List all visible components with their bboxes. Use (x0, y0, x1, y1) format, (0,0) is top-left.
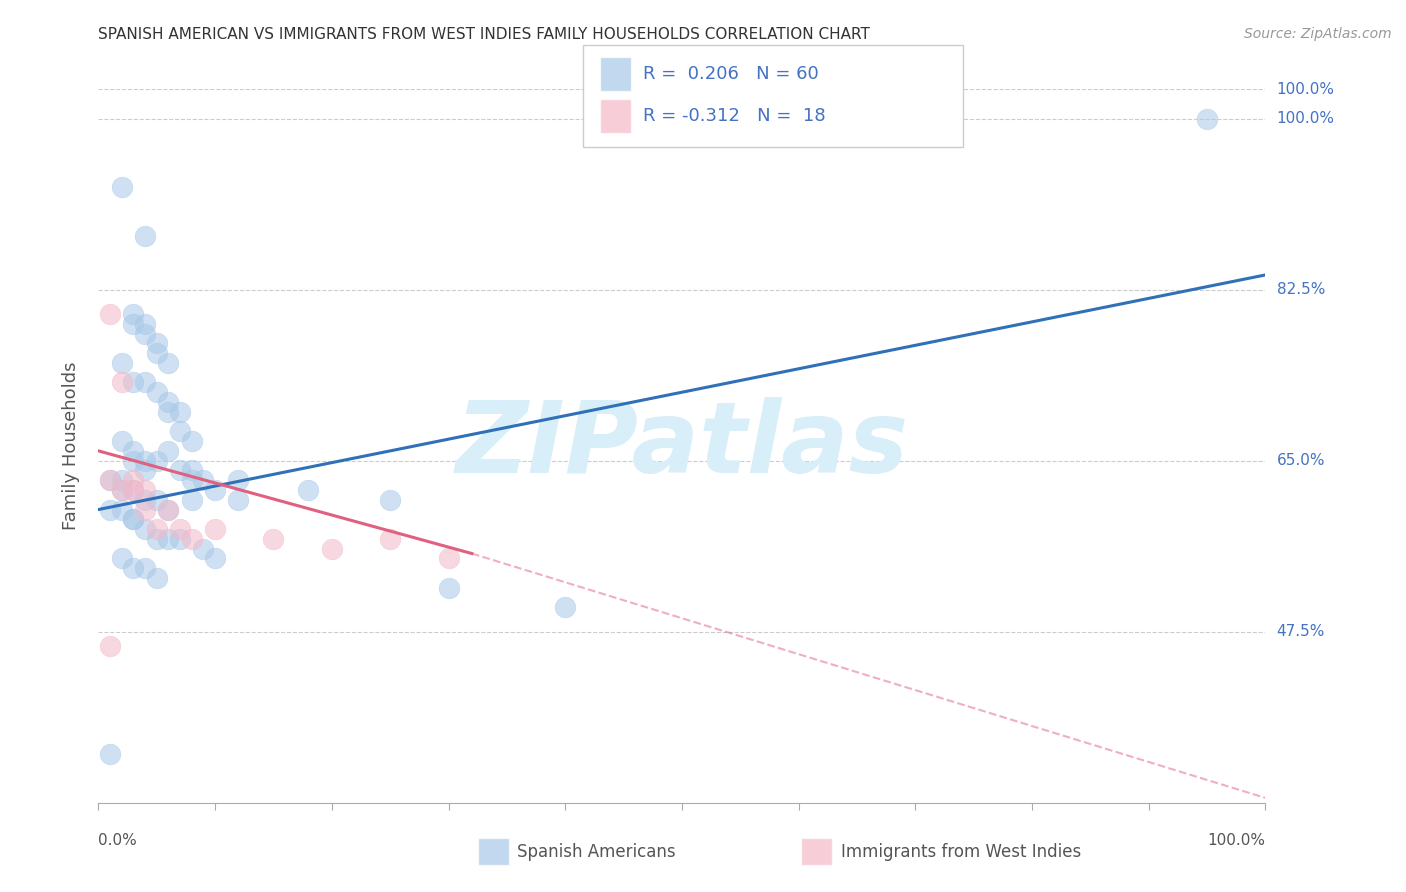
Point (134, 483, 156, 497)
Text: 100.0%: 100.0% (1277, 111, 1334, 126)
Point (134, 326, 156, 341)
Point (437, 551, 460, 566)
Text: ZIPatlas: ZIPatlas (456, 398, 908, 494)
Point (378, 492, 402, 507)
Point (122, 512, 145, 526)
Point (204, 522, 226, 536)
Point (169, 522, 191, 536)
Point (134, 522, 156, 536)
Point (169, 405, 191, 419)
Text: 100.0%: 100.0% (1277, 82, 1334, 96)
Point (146, 453, 169, 467)
Point (193, 473, 215, 487)
Point (122, 512, 145, 526)
Point (193, 541, 215, 556)
Point (146, 492, 169, 507)
Point (1195, 112, 1218, 126)
Point (122, 561, 145, 575)
Point (111, 356, 134, 370)
Point (169, 425, 191, 439)
Y-axis label: Family Households: Family Households (62, 362, 80, 530)
Point (204, 551, 226, 566)
Point (262, 532, 284, 546)
Point (134, 492, 156, 507)
Point (122, 443, 145, 458)
Text: 0.0%: 0.0% (98, 833, 138, 848)
Point (98, 307, 121, 321)
Text: R =  0.206   N = 60: R = 0.206 N = 60 (643, 65, 818, 83)
Point (122, 453, 145, 467)
Point (228, 473, 250, 487)
Point (134, 453, 156, 467)
Point (134, 317, 156, 331)
Point (157, 443, 180, 458)
Point (146, 346, 169, 360)
Point (134, 376, 156, 390)
Point (146, 571, 169, 585)
Point (134, 463, 156, 477)
Point (111, 483, 134, 497)
Point (122, 317, 145, 331)
Point (111, 483, 134, 497)
Point (98, 747, 121, 761)
Point (134, 561, 156, 575)
Text: R = -0.312   N =  18: R = -0.312 N = 18 (643, 107, 825, 125)
Point (297, 483, 319, 497)
Point (180, 473, 202, 487)
Point (204, 483, 226, 497)
Point (111, 551, 134, 566)
Point (98, 473, 121, 487)
Point (157, 405, 180, 419)
Point (98, 640, 121, 654)
Point (98, 473, 121, 487)
Point (180, 492, 202, 507)
Point (122, 473, 145, 487)
Point (157, 532, 180, 546)
Text: 65.0%: 65.0% (1277, 453, 1324, 468)
Point (111, 434, 134, 449)
Point (146, 336, 169, 351)
Point (122, 483, 145, 497)
Point (111, 376, 134, 390)
Point (122, 307, 145, 321)
Text: 82.5%: 82.5% (1277, 282, 1324, 297)
Point (169, 532, 191, 546)
Text: 100.0%: 100.0% (1208, 833, 1265, 848)
Point (134, 502, 156, 516)
Text: SPANISH AMERICAN VS IMMIGRANTS FROM WEST INDIES FAMILY HOUSEHOLDS CORRELATION CH: SPANISH AMERICAN VS IMMIGRANTS FROM WEST… (98, 27, 870, 42)
Point (134, 228, 156, 243)
Point (146, 522, 169, 536)
Point (122, 376, 145, 390)
Point (180, 434, 202, 449)
Point (157, 356, 180, 370)
Text: Source: ZipAtlas.com: Source: ZipAtlas.com (1244, 27, 1392, 41)
Point (146, 385, 169, 400)
Point (111, 473, 134, 487)
Point (228, 492, 250, 507)
Text: 47.5%: 47.5% (1277, 624, 1324, 640)
Point (111, 502, 134, 516)
Point (157, 502, 180, 516)
Point (146, 532, 169, 546)
Point (321, 541, 343, 556)
Point (378, 532, 402, 546)
Point (98, 502, 121, 516)
Point (157, 395, 180, 409)
Point (157, 502, 180, 516)
Point (437, 581, 460, 595)
Point (554, 600, 576, 615)
Point (111, 180, 134, 194)
Point (180, 532, 202, 546)
Point (169, 463, 191, 477)
Text: Spanish Americans: Spanish Americans (517, 843, 676, 861)
Point (122, 483, 145, 497)
Point (180, 463, 202, 477)
Text: Immigrants from West Indies: Immigrants from West Indies (841, 843, 1081, 861)
